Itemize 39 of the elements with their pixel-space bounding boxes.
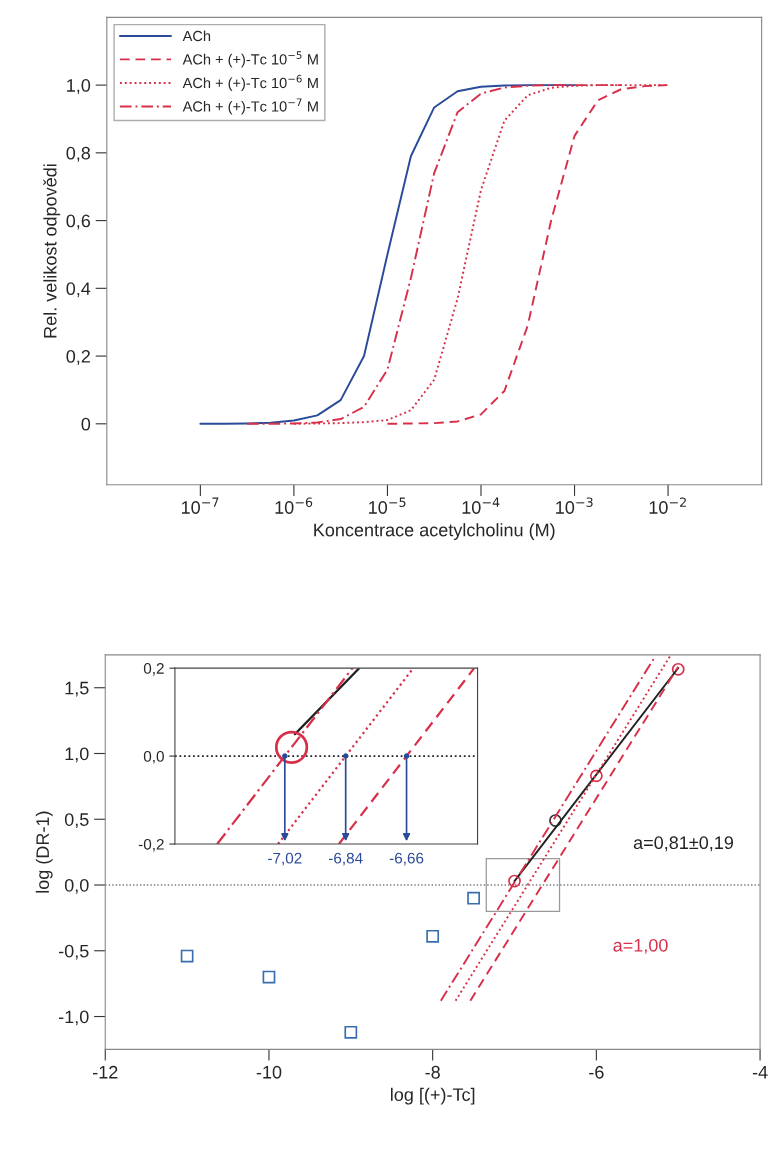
y-tick-label: 0,2	[143, 663, 164, 676]
y-tick-label: 0	[81, 417, 91, 431]
x-tick-label: 10$^{−6}$	[275, 497, 313, 514]
x-tick-label: -6	[589, 1065, 604, 1079]
x-tick-label: -10	[256, 1065, 282, 1079]
x-tick-label: -8	[425, 1065, 440, 1079]
y-tick-label: 1,5	[65, 681, 89, 697]
y-tick-label: -1,0	[58, 1010, 89, 1026]
legend-label: ACh + (+)-Tc 10$^{−6}$ M	[182, 74, 318, 92]
x-tick-label: -4	[752, 1066, 768, 1079]
x-tick-label: -12	[93, 1065, 118, 1079]
y-tick-label: 0,4	[66, 282, 91, 298]
y-tick-label: 0,2	[66, 350, 90, 365]
x-axis-title: log [(+)-Tc]	[391, 1087, 475, 1105]
y-tick-label: 1,0	[65, 747, 89, 763]
legend-label: ACh + (+)-Tc 10$^{−7}$ M	[182, 98, 318, 115]
y-axis-title: log (DR-1)	[35, 811, 53, 893]
y-tick-label: -0,2	[138, 838, 164, 852]
y-tick-label: 0,8	[66, 146, 91, 162]
x-tick-label: 10$^{−5}$	[369, 497, 406, 514]
y-tick-label: 0,0	[64, 878, 89, 894]
x-tick-label: -6,66	[389, 852, 424, 866]
y-tick-label: 1,0	[67, 79, 91, 94]
x-tick-label: -7,02	[268, 852, 302, 866]
x-tick-label: 10$^{−7}$	[181, 497, 219, 514]
x-tick-label: 10$^{−4}$	[462, 497, 500, 514]
annotation: a=0,81±0,19	[633, 836, 734, 852]
y-tick-label: 0,6	[66, 214, 91, 230]
y-tick-label: 0,0	[143, 750, 164, 764]
x-tick-label: -6,84	[328, 852, 363, 866]
y-tick-label: 0,5	[64, 813, 89, 829]
legend-label: ACh	[182, 30, 211, 42]
legend-label: ACh + (+)-Tc 10$^{−5}$ M	[182, 51, 318, 68]
x-axis-title: Koncentrace acetylcholinu (M)	[314, 523, 555, 540]
y-axis-title: Rel. velikost odpovědi	[43, 164, 61, 338]
y-tick-label: -0,5	[58, 944, 89, 960]
x-tick-label: 10$^{−2}$	[649, 497, 686, 514]
annotation: a=1,00	[613, 938, 668, 954]
x-tick-label: 10$^{−3}$	[556, 497, 593, 514]
